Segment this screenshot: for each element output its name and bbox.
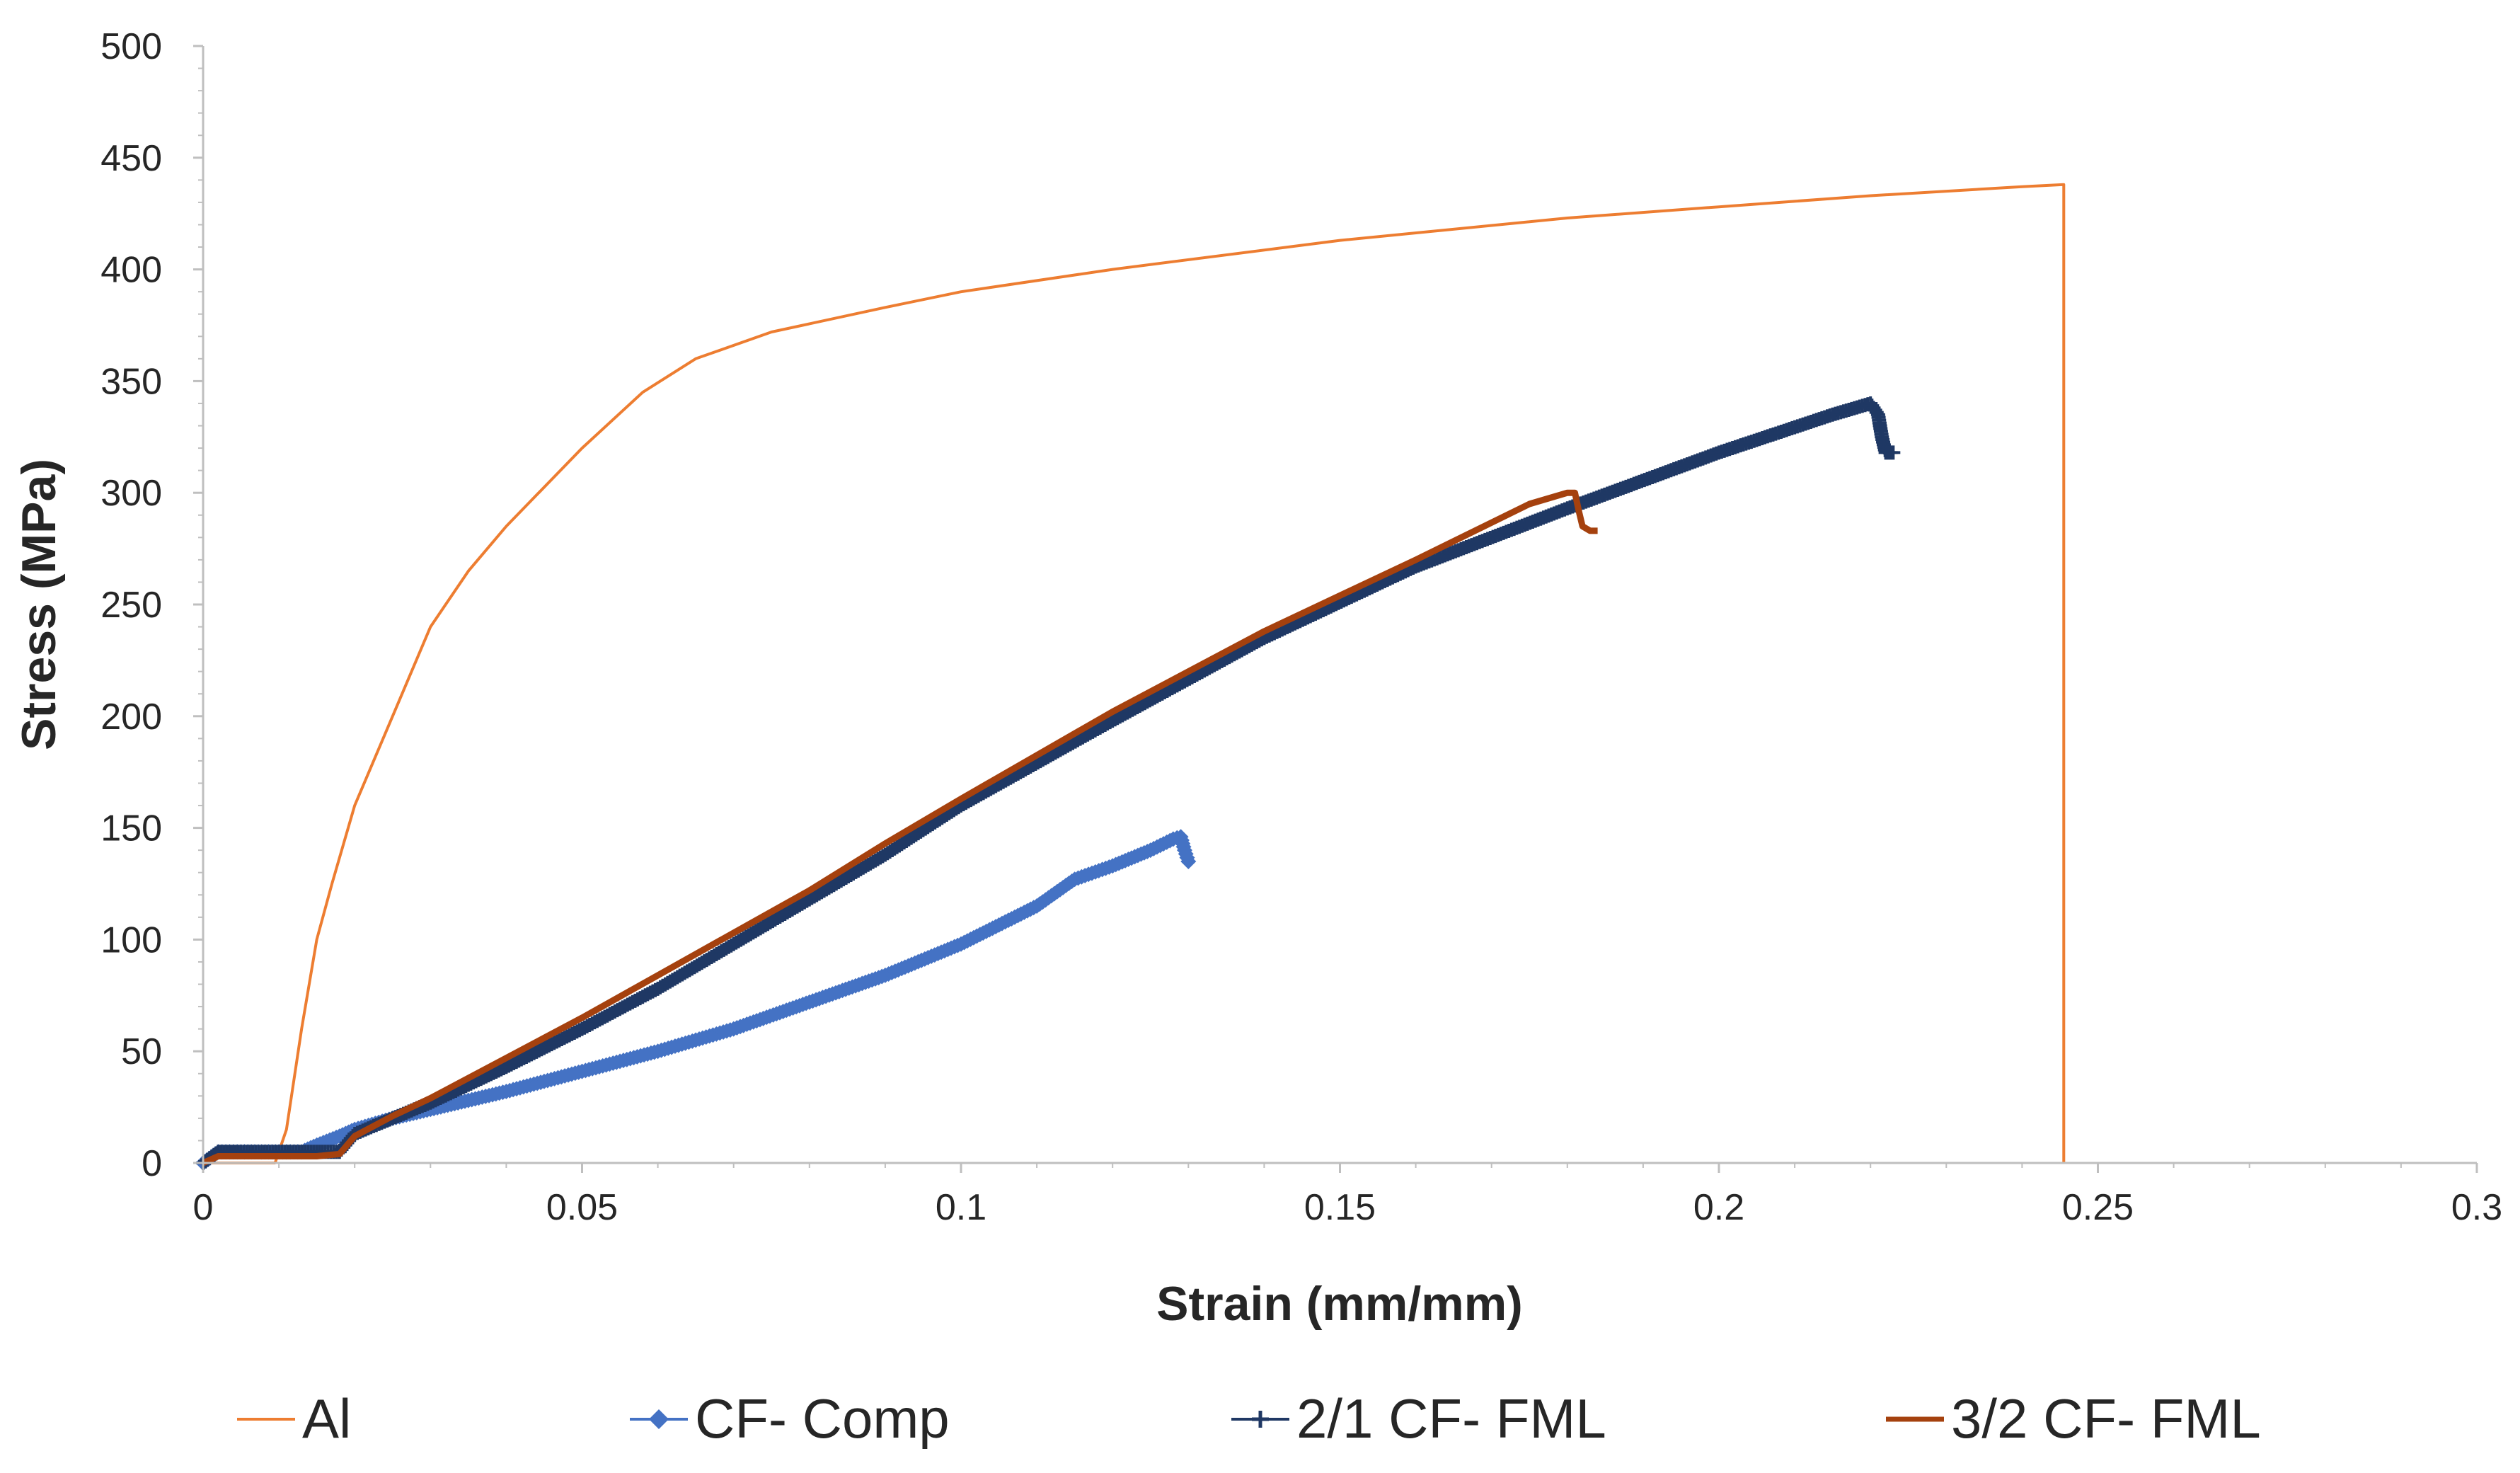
y-tick-label: 450 [100, 138, 162, 179]
series-cf-comp [195, 829, 1197, 1171]
legend-item: Al [237, 1387, 351, 1450]
data-point [1886, 445, 1901, 460]
y-axis-tick-labels: 0 50 100 150 200 250 300 350 400 450 500 [100, 26, 162, 1184]
series-al [203, 183, 2066, 1164]
legend-label: CF- Comp [695, 1387, 950, 1450]
legend-label: 2/1 CF- FML [1296, 1387, 1606, 1450]
y-axis-title: Stress (MPa) [12, 459, 66, 750]
x-tick-label: 0.25 [2062, 1187, 2134, 1228]
series-2-1-cf-fml [196, 396, 1901, 1170]
legend-item: CF- Comp [630, 1387, 950, 1450]
series-line [202, 835, 1190, 1165]
y-tick-label: 50 [121, 1031, 162, 1072]
legend-marker [649, 1409, 669, 1429]
legend: Al CF- Comp 2/1 CF- FML 3/2 CF- FML [237, 1387, 2261, 1450]
x-tick-label: 0.2 [1693, 1187, 1744, 1228]
y-tick-label: 100 [100, 919, 162, 961]
series-line [203, 183, 2066, 1164]
legend-item: 2/1 CF- FML [1231, 1387, 1606, 1450]
series-line [202, 401, 1894, 1165]
y-tick-label: 400 [100, 250, 162, 291]
x-axis-ticks [202, 1163, 2478, 1173]
x-tick-label: 0.3 [2451, 1187, 2502, 1228]
legend-label: Al [302, 1387, 351, 1450]
y-tick-label: 350 [100, 361, 162, 402]
series-line [202, 489, 1598, 1167]
x-tick-label: 0.1 [936, 1187, 986, 1228]
y-tick-label: 500 [100, 26, 162, 67]
y-tick-label: 250 [100, 585, 162, 626]
y-tick-label: 0 [142, 1143, 162, 1184]
legend-item: 3/2 CF- FML [1886, 1387, 2261, 1450]
x-tick-label: 0.15 [1304, 1187, 1376, 1228]
data-point [1180, 853, 1197, 869]
y-tick-label: 150 [100, 808, 162, 849]
y-tick-label: 300 [100, 473, 162, 514]
x-axis-title: Strain (mm/mm) [1156, 1277, 1523, 1331]
y-axis-ticks [193, 45, 203, 1164]
x-axis-tick-labels: 0 0.05 0.1 0.15 0.2 0.25 0.3 [193, 1187, 2503, 1228]
series-layer [195, 183, 2066, 1171]
legend-label: 3/2 CF- FML [1951, 1387, 2261, 1450]
legend-marker [1252, 1411, 1269, 1428]
x-tick-label: 0.05 [546, 1187, 618, 1228]
series-3-2-cf-fml [202, 489, 1598, 1167]
y-tick-label: 200 [100, 697, 162, 738]
x-tick-label: 0 [193, 1187, 214, 1228]
